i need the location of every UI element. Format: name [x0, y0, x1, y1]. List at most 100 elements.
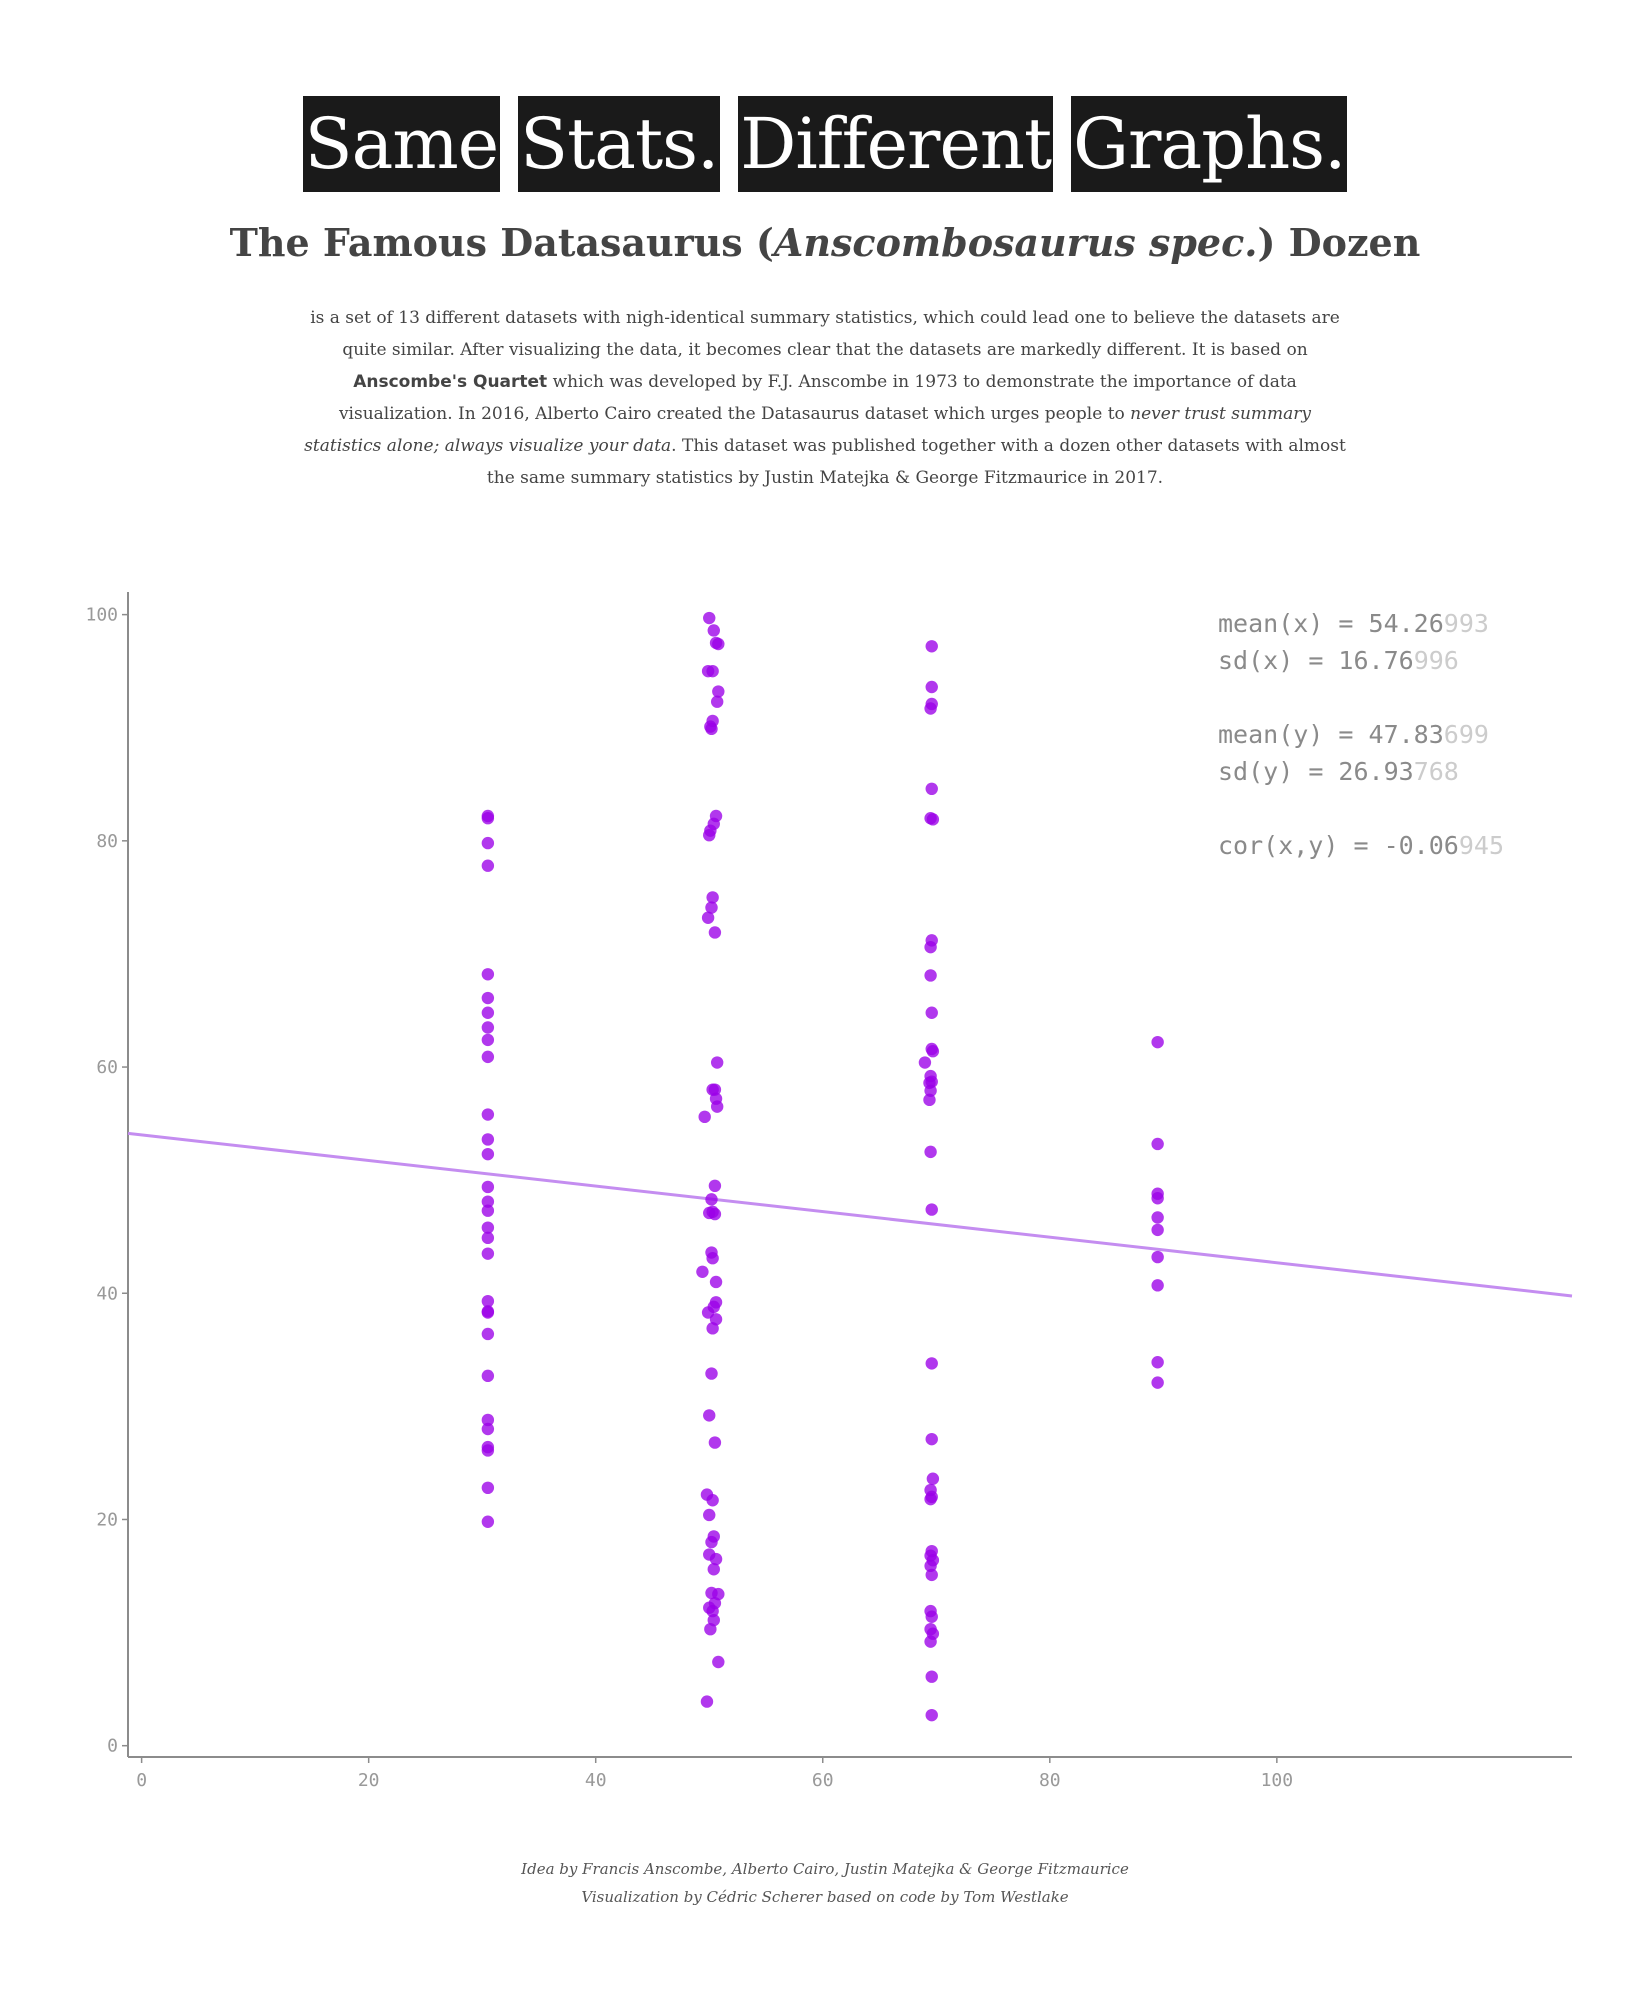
stat-equals: = — [1308, 646, 1338, 675]
data-point — [481, 1108, 495, 1121]
data-point — [481, 836, 495, 850]
data-point — [708, 1083, 722, 1096]
data-point — [481, 1147, 495, 1161]
data-point — [925, 640, 938, 653]
title-word: Graphs. — [1071, 96, 1348, 192]
data-point — [701, 911, 715, 924]
stat-value-faint: 945 — [1459, 831, 1504, 860]
data-point — [926, 1045, 940, 1058]
data-point — [925, 1006, 938, 1019]
subtitle: The Famous Datasaurus (Anscombosaurus sp… — [0, 220, 1650, 265]
data-point — [481, 1231, 495, 1245]
description-text: is a set of 13 different datasets with n… — [310, 308, 1340, 360]
data-point — [706, 1322, 719, 1335]
data-point — [708, 926, 722, 939]
data-point — [925, 1075, 938, 1088]
data-point — [925, 1432, 938, 1446]
data-point — [481, 1306, 495, 1319]
data-point — [706, 664, 719, 678]
subtitle-prefix: The Famous Datasaurus ( — [229, 220, 774, 265]
data-point — [918, 1056, 932, 1069]
data-point — [707, 624, 720, 637]
data-point — [1151, 1137, 1164, 1151]
description-bold: Anscombe's Quartet — [353, 372, 548, 392]
data-point — [924, 940, 937, 954]
data-point — [698, 1110, 711, 1124]
caption: Idea by Francis Anscombe, Alberto Cairo,… — [0, 1855, 1650, 1911]
data-point — [712, 1655, 725, 1669]
y-tick-label: 20 — [96, 1509, 118, 1530]
x-tick-label: 80 — [1039, 1770, 1061, 1791]
data-point — [1151, 1192, 1164, 1205]
data-point — [924, 969, 937, 982]
data-point — [481, 1180, 495, 1194]
stat-label: sd(x) — [1218, 646, 1308, 675]
data-point — [481, 1006, 495, 1019]
data-point — [926, 1472, 940, 1485]
data-point — [925, 1610, 938, 1623]
data-point — [925, 1357, 938, 1370]
subtitle-suffix: ) Dozen — [1257, 220, 1421, 265]
stat-equals: = — [1338, 609, 1368, 638]
title-word: Stats. — [518, 96, 721, 192]
description-italic: never trust summary statistics alone; al… — [304, 404, 1312, 456]
points-layer — [481, 611, 1164, 1722]
data-point — [923, 1093, 936, 1107]
data-point — [705, 722, 718, 736]
y-tick-label: 40 — [96, 1283, 118, 1304]
data-point — [1151, 1250, 1164, 1264]
data-point — [924, 702, 937, 715]
data-point — [481, 1515, 495, 1528]
stat-equals: = — [1338, 720, 1368, 749]
data-point — [481, 1294, 495, 1308]
data-point — [703, 611, 716, 625]
x-tick-label: 100 — [1261, 1770, 1294, 1791]
data-point — [706, 891, 719, 904]
data-point — [481, 812, 495, 825]
data-point — [1151, 1211, 1164, 1224]
data-point — [481, 1327, 495, 1341]
data-point — [481, 1133, 495, 1146]
data-point — [710, 695, 724, 708]
stat-value: 16.76 — [1338, 646, 1413, 675]
data-point — [481, 1369, 495, 1383]
trend-line-layer — [127, 1131, 1573, 1298]
description-text: . This dataset was published together wi… — [486, 436, 1346, 488]
data-point — [924, 1492, 937, 1506]
data-point — [710, 1100, 724, 1113]
data-point — [703, 1409, 716, 1422]
summary-stats: mean(x) = 54.26993 sd(x) = 16.76996 mean(y… — [1218, 609, 1504, 860]
stat-equals: = — [1338, 831, 1383, 860]
description-paragraph: is a set of 13 different datasets with n… — [300, 302, 1350, 494]
data-point — [1151, 1356, 1164, 1369]
stat-value-faint: 768 — [1414, 757, 1459, 786]
data-point — [924, 1635, 937, 1648]
data-point — [925, 1203, 938, 1216]
data-point — [709, 1552, 723, 1566]
stat-value: 54.26 — [1369, 609, 1444, 638]
data-point — [925, 1670, 938, 1683]
data-point — [712, 685, 725, 698]
stat-value-faint: 996 — [1414, 646, 1459, 675]
stat-value-faint: 993 — [1444, 609, 1489, 638]
stat-row: sd(y) = 26.93768 — [1218, 757, 1459, 786]
data-point — [710, 1056, 724, 1069]
data-point — [705, 1367, 718, 1380]
data-point — [481, 991, 495, 1005]
data-point — [481, 1481, 495, 1495]
data-point — [707, 1563, 720, 1576]
title-word: Same — [302, 96, 501, 192]
x-tick-label: 40 — [585, 1770, 607, 1791]
data-point — [925, 782, 938, 796]
data-point — [481, 1021, 495, 1034]
title-banner: Same Stats. Different Graphs. — [0, 96, 1650, 192]
data-point — [924, 1145, 937, 1159]
data-point — [706, 1251, 719, 1265]
data-point — [703, 828, 716, 842]
data-point — [481, 1444, 495, 1457]
data-point — [704, 1622, 717, 1636]
description-text: which was developed by F.J. Anscombe in … — [338, 372, 1297, 424]
caption-line: Idea by Francis Anscombe, Alberto Cairo,… — [521, 1860, 1129, 1878]
data-point — [703, 1508, 716, 1522]
stat-equals: = — [1308, 757, 1338, 786]
